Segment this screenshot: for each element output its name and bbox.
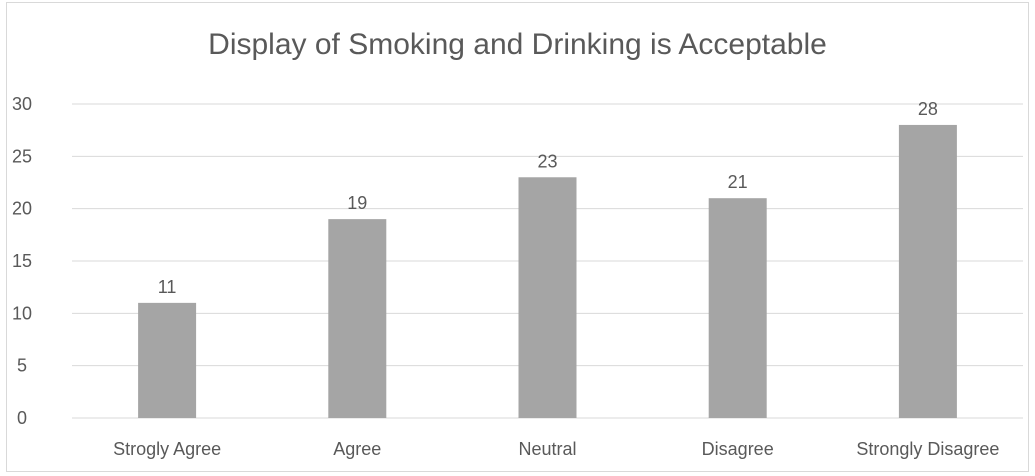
y-tick-label: 10 [12,303,32,323]
y-tick-label: 5 [17,356,27,376]
data-label: 28 [918,99,938,119]
bar [138,302,197,418]
x-tick-label: Strongly Disagree [856,439,999,459]
x-tick-label: Strogly Agree [113,439,221,459]
y-tick-label: 30 [12,94,32,114]
x-tick-label: Neutral [518,439,576,459]
bar [518,177,577,418]
data-labels: 11 19 23 21 28 [158,99,938,297]
y-axis-ticks: 0 5 10 15 20 25 30 [12,94,32,428]
data-label: 23 [537,151,557,171]
data-label: 11 [158,277,177,297]
chart-title: Display of Smoking and Drinking is Accep… [208,28,827,61]
bar [898,124,957,418]
bars [138,124,957,418]
y-tick-label: 25 [12,146,32,166]
x-tick-label: Disagree [702,439,774,459]
bar [708,198,767,418]
data-label: 21 [728,172,748,192]
y-tick-label: 15 [12,251,32,271]
bar [328,219,387,418]
data-label: 19 [347,193,367,213]
y-tick-label: 0 [17,408,27,428]
x-tick-label: Agree [333,439,381,459]
x-axis-ticks: Strogly Agree Agree Neutral Disagree Strongl… [113,439,999,459]
y-tick-label: 20 [12,199,32,219]
